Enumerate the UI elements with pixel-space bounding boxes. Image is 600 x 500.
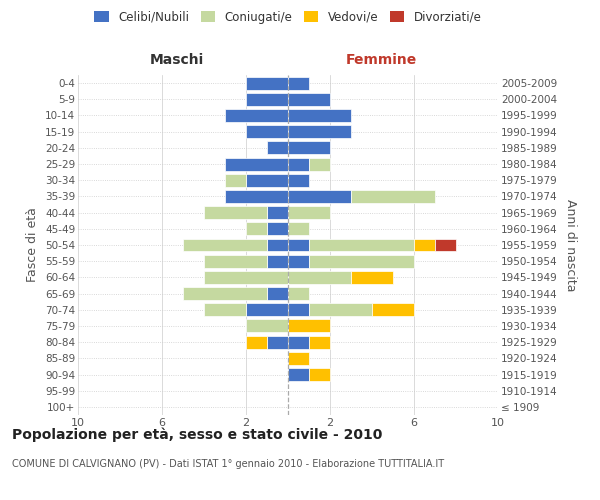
Y-axis label: Anni di nascita: Anni di nascita [565, 198, 577, 291]
Bar [435, 238, 456, 252]
Bar [288, 271, 351, 284]
Bar [246, 304, 288, 316]
Bar [246, 320, 288, 332]
Text: Maschi: Maschi [150, 54, 204, 68]
Bar [309, 336, 330, 348]
Bar [288, 287, 309, 300]
Bar [183, 238, 267, 252]
Legend: Celibi/Nubili, Coniugati/e, Vedovi/e, Divorziati/e: Celibi/Nubili, Coniugati/e, Vedovi/e, Di… [92, 8, 484, 26]
Bar [288, 109, 351, 122]
Bar [288, 76, 309, 90]
Bar [267, 238, 288, 252]
Bar [351, 190, 435, 203]
Bar [288, 206, 330, 219]
Bar [414, 238, 435, 252]
Bar [246, 125, 288, 138]
Bar [183, 287, 267, 300]
Bar [288, 222, 309, 235]
Bar [246, 336, 267, 348]
Bar [309, 368, 330, 381]
Bar [288, 304, 309, 316]
Bar [288, 93, 330, 106]
Bar [225, 190, 288, 203]
Bar [309, 238, 414, 252]
Bar [309, 158, 330, 170]
Bar [372, 304, 414, 316]
Text: COMUNE DI CALVIGNANO (PV) - Dati ISTAT 1° gennaio 2010 - Elaborazione TUTTITALIA: COMUNE DI CALVIGNANO (PV) - Dati ISTAT 1… [12, 459, 444, 469]
Bar [309, 254, 414, 268]
Bar [267, 287, 288, 300]
Bar [225, 109, 288, 122]
Bar [288, 352, 309, 365]
Y-axis label: Fasce di età: Fasce di età [26, 208, 40, 282]
Bar [288, 190, 351, 203]
Bar [246, 93, 288, 106]
Text: Popolazione per età, sesso e stato civile - 2010: Popolazione per età, sesso e stato civil… [12, 428, 382, 442]
Bar [288, 320, 330, 332]
Bar [246, 174, 288, 186]
Bar [267, 142, 288, 154]
Bar [204, 304, 246, 316]
Bar [246, 76, 288, 90]
Bar [288, 158, 309, 170]
Bar [288, 174, 309, 186]
Bar [288, 125, 351, 138]
Bar [204, 271, 288, 284]
Bar [267, 254, 288, 268]
Bar [288, 142, 330, 154]
Bar [351, 271, 393, 284]
Bar [309, 304, 372, 316]
Bar [225, 158, 288, 170]
Bar [288, 238, 309, 252]
Bar [267, 206, 288, 219]
Bar [204, 254, 267, 268]
Bar [225, 174, 246, 186]
Bar [267, 222, 288, 235]
Bar [288, 368, 309, 381]
Bar [288, 254, 309, 268]
Bar [288, 336, 309, 348]
Bar [204, 206, 267, 219]
Bar [246, 222, 267, 235]
Text: Femmine: Femmine [346, 54, 416, 68]
Bar [267, 336, 288, 348]
